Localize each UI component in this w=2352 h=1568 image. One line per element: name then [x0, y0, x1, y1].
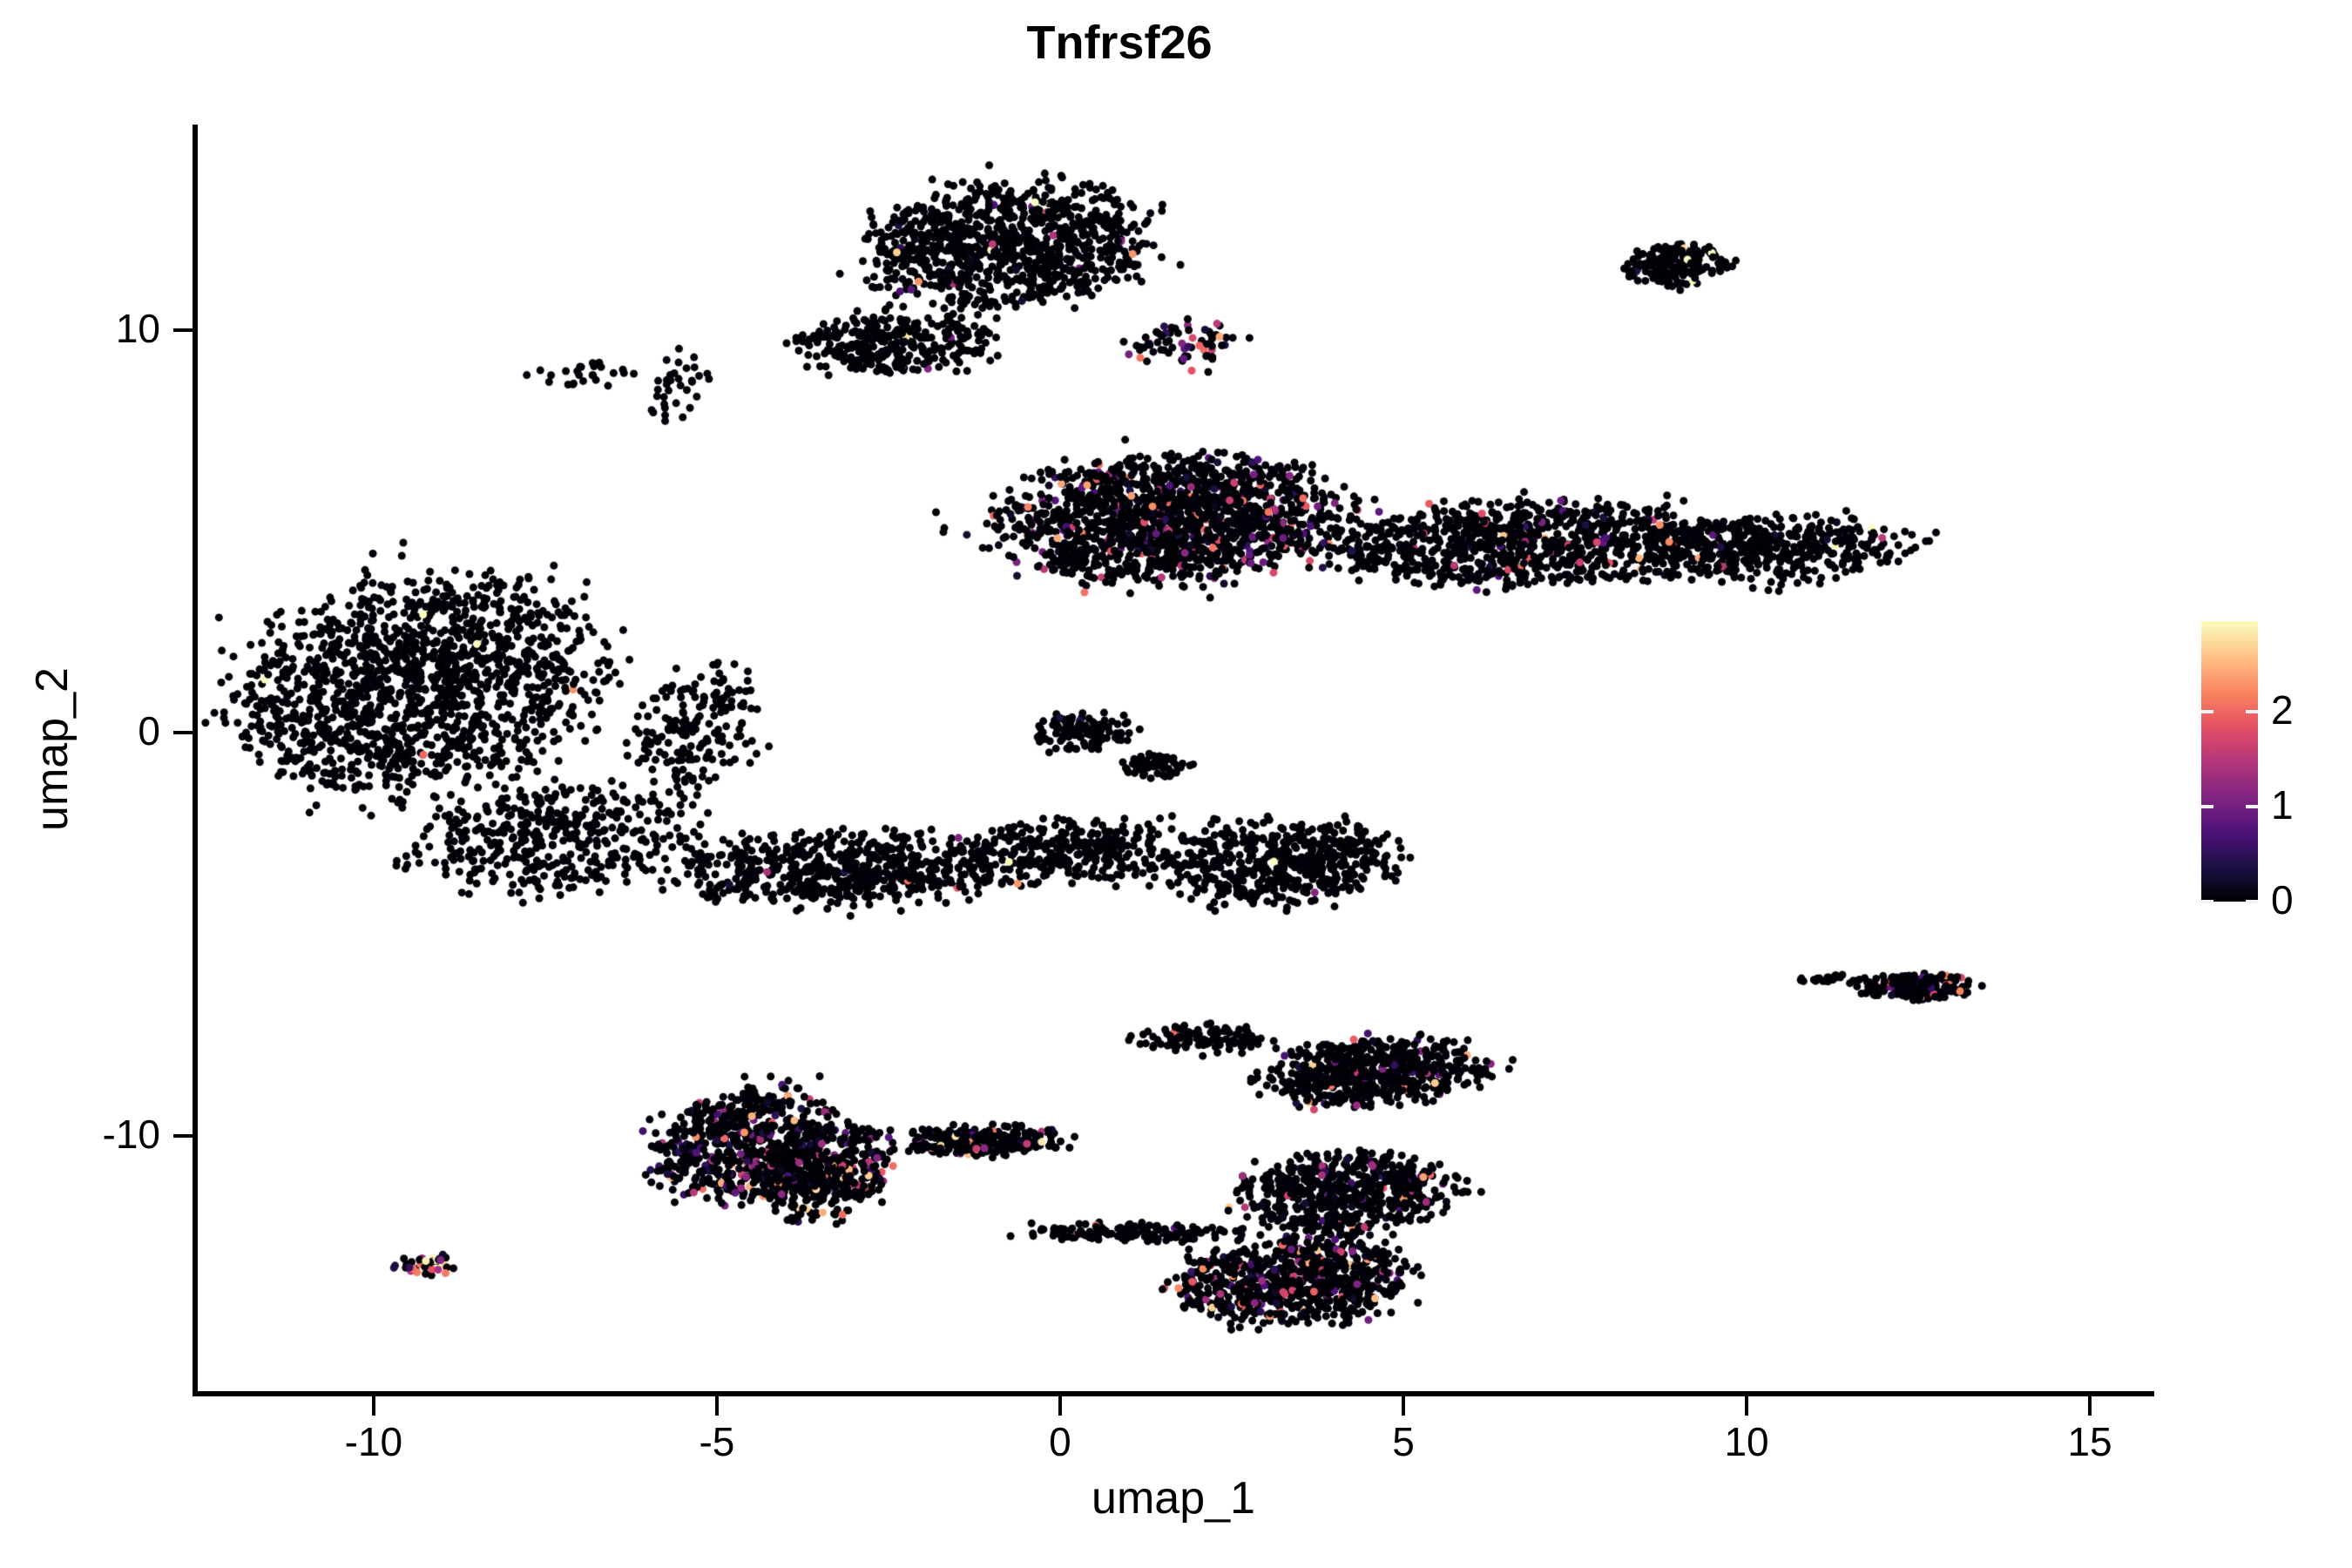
colorbar-tick-mark: [2246, 804, 2258, 808]
colorbar-legend: 0 1 2: [2201, 621, 2341, 923]
x-tick-mark: [714, 1396, 719, 1416]
colorbar-tick-label: 1: [2271, 781, 2294, 828]
x-tick-mark: [1058, 1396, 1062, 1416]
y-tick-mark: [173, 328, 193, 332]
colorbar-tick-mark: [2201, 804, 2213, 808]
scatter-plot-canvas: [195, 125, 2152, 1394]
x-tick-mark: [2088, 1396, 2092, 1416]
colorbar-tick-mark: [2201, 900, 2213, 903]
x-tick-label: 5: [1392, 1419, 1415, 1464]
x-tick-label: -10: [344, 1419, 403, 1464]
colorbar-gradient: [2201, 621, 2258, 902]
x-tick-mark: [371, 1396, 375, 1416]
y-tick-label: 0: [138, 708, 160, 754]
colorbar-tick-label: 0: [2271, 877, 2294, 923]
x-tick-label: 15: [2067, 1419, 2112, 1464]
x-tick-label: 0: [1049, 1419, 1071, 1464]
x-axis-line: [193, 1391, 2154, 1396]
colorbar-tick-mark: [2246, 900, 2258, 903]
y-axis-label: umap_2: [27, 667, 78, 831]
x-tick-label: 10: [1724, 1419, 1769, 1464]
y-tick-label: -10: [102, 1111, 160, 1157]
x-axis-label: umap_1: [1092, 1473, 1255, 1524]
x-tick-mark: [1402, 1396, 1405, 1416]
x-tick-label: -5: [699, 1419, 735, 1464]
x-tick-mark: [1745, 1396, 1749, 1416]
y-tick-mark: [173, 731, 193, 735]
colorbar-tick-mark: [2246, 709, 2258, 713]
colorbar-tick-mark: [2201, 709, 2213, 713]
colorbar-tick-label: 2: [2271, 686, 2294, 733]
y-tick-mark: [173, 1133, 193, 1138]
y-axis-line: [193, 125, 198, 1396]
page-title: Tnfrsf26: [1026, 17, 1213, 69]
y-tick-label: 10: [115, 305, 160, 351]
